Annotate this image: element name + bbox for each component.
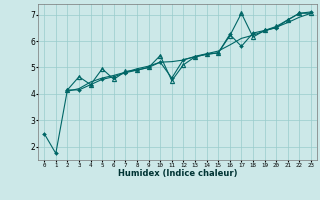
X-axis label: Humidex (Indice chaleur): Humidex (Indice chaleur)	[118, 169, 237, 178]
